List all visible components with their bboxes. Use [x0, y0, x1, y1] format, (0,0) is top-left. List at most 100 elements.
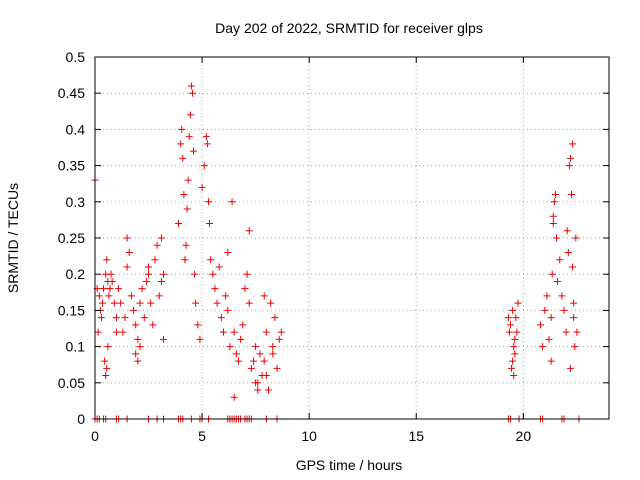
data-point	[243, 270, 251, 278]
axis-ticks	[94, 56, 609, 420]
data-point	[239, 321, 247, 329]
data-point	[134, 335, 142, 343]
data-point	[125, 248, 133, 256]
data-point	[513, 328, 521, 336]
data-point	[568, 191, 576, 199]
data-point	[566, 364, 574, 372]
data-point	[183, 205, 191, 213]
data-point	[224, 306, 232, 314]
data-point	[252, 343, 260, 351]
data-point	[256, 350, 264, 358]
data-point	[151, 256, 159, 264]
data-point	[273, 364, 281, 372]
data-point	[267, 299, 275, 307]
data-point	[190, 147, 198, 155]
data-point	[234, 357, 242, 365]
data-point	[205, 198, 213, 206]
data-point	[175, 220, 183, 228]
data-point	[140, 314, 148, 322]
data-point	[136, 299, 144, 307]
data-point	[108, 277, 116, 285]
y-tick-label: 0.2	[66, 266, 86, 282]
data-point	[514, 299, 522, 307]
data-point	[192, 299, 200, 307]
data-point	[179, 154, 187, 162]
data-point	[103, 256, 111, 264]
data-point	[184, 176, 192, 184]
data-point	[127, 292, 135, 300]
gridlines	[95, 57, 609, 419]
y-tick-label: 0.35	[58, 158, 85, 174]
data-point	[160, 270, 168, 278]
data-point	[178, 125, 186, 133]
y-tick-label: 0.3	[66, 194, 86, 210]
y-tick-label: 0.25	[58, 230, 85, 246]
data-point	[203, 140, 211, 148]
data-point	[237, 335, 245, 343]
data-point	[232, 350, 240, 358]
data-point	[207, 256, 215, 264]
data-point	[112, 328, 120, 336]
data-point	[145, 263, 153, 271]
data-point	[228, 198, 236, 206]
data-point	[570, 299, 578, 307]
data-point	[570, 314, 578, 322]
data-point	[262, 328, 270, 336]
y-axis-label: SRMTID / TECUs	[5, 183, 21, 293]
data-point	[206, 220, 214, 228]
data-point	[110, 299, 118, 307]
data-point	[506, 321, 514, 329]
data-point	[202, 133, 210, 141]
data-point	[106, 285, 114, 293]
data-point	[153, 241, 161, 249]
data-point	[198, 183, 206, 191]
data-point	[560, 306, 568, 314]
y-tick-label: 0.05	[58, 375, 85, 391]
data-point	[254, 386, 262, 394]
data-point	[536, 321, 544, 329]
data-point	[569, 263, 577, 271]
data-point	[510, 343, 518, 351]
data-point	[541, 306, 549, 314]
data-point	[262, 372, 270, 380]
data-point	[512, 314, 520, 322]
y-tick-label: 0.45	[58, 85, 85, 101]
data-point	[563, 227, 571, 235]
data-point	[142, 277, 150, 285]
data-point	[562, 328, 570, 336]
data-point	[112, 314, 120, 322]
data-point	[573, 328, 581, 336]
x-tick-labels: 0 5 10 15 20	[91, 428, 531, 444]
data-point	[134, 357, 142, 365]
y-tick-labels: 0 0.05 0.1 0.15 0.2 0.25 0.3 0.35 0.4 0.45 0.5	[58, 49, 85, 427]
data-point	[275, 335, 283, 343]
x-tick-label: 15	[408, 428, 424, 444]
data-point	[505, 328, 513, 336]
data-point	[194, 321, 202, 329]
y-tick-label: 0.5	[66, 49, 86, 65]
data-point	[100, 285, 108, 293]
data-point	[157, 277, 165, 285]
data-point	[572, 234, 580, 242]
data-point	[213, 299, 221, 307]
data-point	[121, 314, 129, 322]
data-point	[123, 234, 131, 242]
data-point	[269, 350, 277, 358]
data-point	[149, 321, 157, 329]
x-tick-label: 5	[198, 428, 206, 444]
data-point	[553, 234, 561, 242]
chart-title: Day 202 of 2022, SRMTID for receiver glp…	[215, 20, 483, 36]
data-point	[241, 285, 249, 293]
y-tick-label: 0.4	[66, 121, 86, 137]
data-point	[548, 270, 556, 278]
data-point	[230, 328, 238, 336]
data-point	[554, 277, 562, 285]
data-point	[123, 263, 131, 271]
data-point	[547, 357, 555, 365]
data-point	[511, 335, 519, 343]
x-tick-label: 20	[516, 428, 532, 444]
data-point	[543, 292, 551, 300]
data-point	[571, 343, 579, 351]
data-point	[157, 234, 165, 242]
data-point	[136, 343, 144, 351]
